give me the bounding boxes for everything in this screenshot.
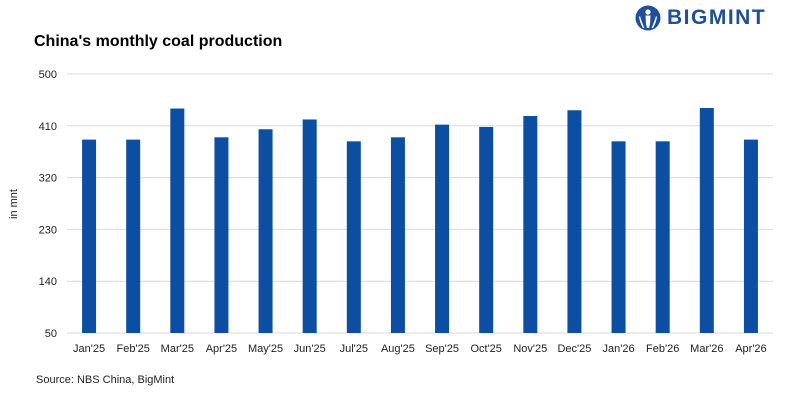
y-tick-label: 320 — [39, 173, 57, 185]
x-tick-label: Mar'26 — [690, 343, 723, 355]
x-tick-label: Sep'25 — [425, 343, 459, 355]
bar — [655, 141, 670, 333]
bar — [258, 129, 273, 333]
x-tick-label: Jan'26 — [603, 343, 635, 355]
source-note: Source: NBS China, BigMint — [36, 374, 175, 386]
bigmint-logo-icon — [635, 5, 661, 31]
x-tick-label: Dec'25 — [557, 343, 591, 355]
bar — [611, 141, 626, 333]
bar — [435, 124, 450, 333]
x-tick-label: Apr'26 — [735, 343, 766, 355]
x-tick-label: Feb'25 — [117, 343, 150, 355]
bar — [523, 116, 538, 333]
y-tick-label: 50 — [45, 328, 57, 340]
bar — [699, 107, 714, 333]
bar — [390, 137, 405, 333]
y-tick-label: 230 — [39, 224, 57, 236]
bar — [126, 139, 141, 333]
bar — [346, 141, 361, 333]
bars — [82, 107, 758, 334]
bar — [214, 137, 229, 333]
x-tick-label: Mar'25 — [161, 343, 194, 355]
x-tick-label: Jan'25 — [73, 343, 105, 355]
x-tick-label: Apr'25 — [206, 343, 237, 355]
y-tick-labels: 50 140 230 320 410 500 — [39, 69, 57, 340]
x-tick-label: Nov'25 — [513, 343, 547, 355]
chart-title: China's monthly coal production — [34, 33, 283, 50]
y-tick-label: 140 — [39, 276, 57, 288]
y-tick-label: 500 — [39, 69, 57, 81]
bar — [302, 119, 317, 333]
y-tick-label: 410 — [39, 121, 57, 133]
brand-name: BIGMINT — [667, 6, 767, 29]
x-tick-labels: Jan'25 Feb'25 Mar'25 Apr'25 May'25 Jun'25 Jul'… — [73, 343, 767, 355]
bar — [170, 108, 185, 334]
brand-logo: BIGMINT — [634, 4, 766, 32]
bar — [743, 139, 758, 333]
x-tick-label: Jun'25 — [294, 343, 326, 355]
x-tick-label: Jul'25 — [340, 343, 368, 355]
x-tick-label: Aug'25 — [381, 343, 415, 355]
x-tick-label: Feb'26 — [646, 343, 679, 355]
grid-lines — [67, 73, 773, 334]
bar — [479, 126, 494, 333]
bar — [82, 139, 97, 333]
x-tick-label: Oct'25 — [470, 343, 501, 355]
x-tick-label: May'25 — [248, 343, 283, 355]
bar — [567, 110, 582, 333]
